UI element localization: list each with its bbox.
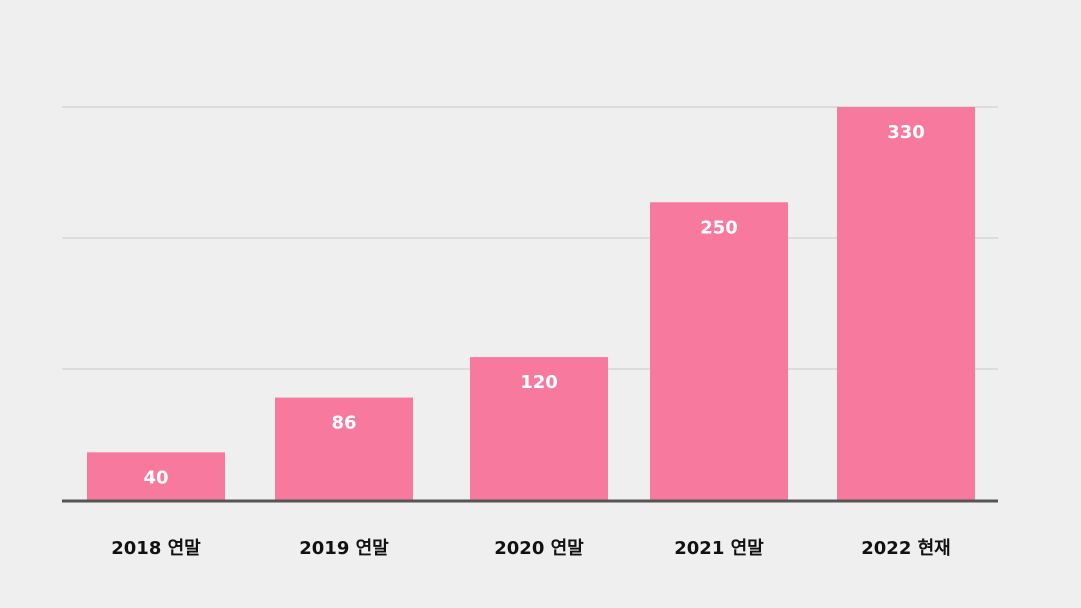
x-tick-label-3: 2021 연말 (674, 538, 764, 559)
data-labels: 40 86 120 250 330 (143, 122, 924, 488)
x-tick-label-2: 2020 연말 (494, 538, 584, 559)
data-label-3: 250 (700, 217, 738, 238)
x-tick-label-1: 2019 연말 (299, 538, 389, 559)
data-label-4: 330 (887, 122, 925, 143)
bar-3 (650, 202, 788, 501)
x-tick-labels: 2018 연말 2019 연말 2020 연말 2021 연말 2022 현재 (111, 538, 950, 559)
bar-4 (837, 107, 975, 500)
bar-1 (275, 397, 413, 500)
bar-0 (87, 452, 225, 500)
data-label-2: 120 (520, 372, 558, 393)
bars (87, 107, 975, 501)
data-label-1: 86 (331, 413, 356, 434)
data-label-0: 40 (143, 467, 168, 488)
x-tick-label-0: 2018 연말 (111, 538, 201, 559)
x-tick-label-4: 2022 현재 (861, 538, 950, 559)
bar-2 (470, 357, 608, 500)
